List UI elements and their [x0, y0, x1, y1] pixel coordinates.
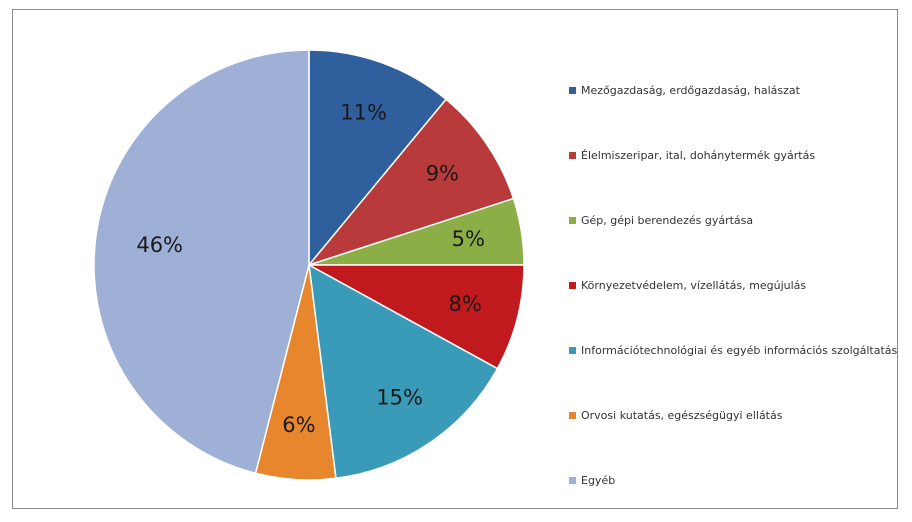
- legend-item-7[interactable]: Egyéb: [569, 473, 899, 489]
- slice-value-label-1: 11%: [340, 100, 387, 124]
- pie-slices: [93, 49, 525, 481]
- legend-item-5[interactable]: Információtechnológiai és egyéb informác…: [569, 343, 899, 359]
- legend-label: Információtechnológiai és egyéb informác…: [581, 344, 898, 357]
- slice-value-label-3: 5%: [452, 227, 485, 251]
- legend-swatch: [569, 152, 576, 159]
- legend-item-1[interactable]: Mezőgazdaság, erdőgazdaság, halászat: [569, 83, 899, 99]
- legend-swatch: [569, 87, 576, 94]
- pie-value-labels: 11% 9% 5% 8% 15% 6% 46%: [136, 100, 485, 437]
- pie-slice-4[interactable]: [308, 264, 525, 370]
- legend-label: Egyéb: [581, 474, 616, 487]
- legend-label: Mezőgazdaság, erdőgazdaság, halászat: [581, 84, 800, 97]
- legend-item-4[interactable]: Környezetvédelem, vízellátás, megújulás: [569, 278, 899, 294]
- legend-item-6[interactable]: Orvosi kutatás, egészségügyi ellátás: [569, 408, 899, 424]
- legend-item-3[interactable]: Gép, gépi berendezés gyártása: [569, 213, 899, 229]
- slice-value-label-6: 6%: [282, 413, 315, 437]
- pie-slice-1[interactable]: [308, 49, 448, 268]
- legend-swatch: [569, 217, 576, 224]
- pie-slice-5[interactable]: [308, 263, 499, 480]
- legend-swatch: [569, 412, 576, 419]
- legend-swatch: [569, 282, 576, 289]
- legend-item-2[interactable]: Élelmiszeripar, ital, dohánytermék gyárt…: [569, 148, 899, 164]
- slice-value-label-7: 46%: [136, 233, 183, 257]
- pie-slice-2[interactable]: [306, 98, 515, 267]
- legend-label: Gép, gépi berendezés gyártása: [581, 214, 754, 227]
- slice-value-label-2: 9%: [426, 161, 459, 185]
- slice-value-label-5: 15%: [376, 385, 423, 409]
- legend-swatch: [569, 477, 576, 484]
- pie-slice-7[interactable]: [93, 49, 310, 475]
- legend-label: Élelmiszeripar, ital, dohánytermék gyárt…: [581, 149, 816, 162]
- slice-value-label-4: 8%: [449, 292, 482, 316]
- legend-label: Környezetvédelem, vízellátás, megújulás: [581, 279, 807, 292]
- legend-swatch: [569, 347, 576, 354]
- legend-label: Orvosi kutatás, egészségügyi ellátás: [581, 409, 783, 422]
